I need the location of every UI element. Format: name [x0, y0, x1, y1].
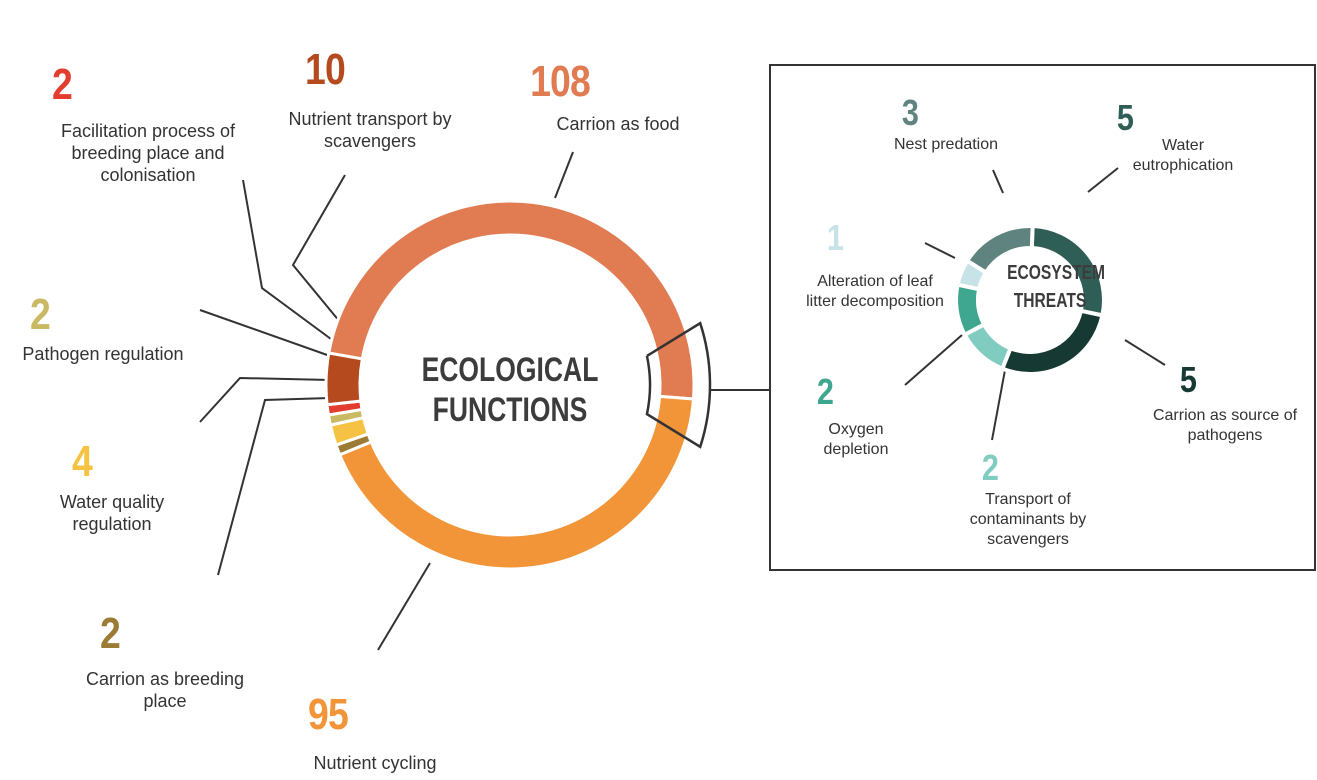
- leader: [293, 175, 345, 322]
- page: ECOLOGICAL FUNCTIONS ECOSYSTEM THREATS (…: [0, 0, 1317, 780]
- leader: [200, 310, 330, 356]
- category-label: Facilitation process of breeding place a…: [38, 120, 258, 186]
- leader: [1088, 168, 1118, 192]
- value-label: 2: [100, 612, 120, 656]
- leader: [243, 180, 335, 342]
- category-label: Carrion as source of pathogens: [1150, 406, 1300, 446]
- value-label: 2: [982, 450, 998, 486]
- value-label: 95: [308, 693, 348, 737]
- category-label: Pathogen regulation: [0, 343, 213, 365]
- leader: [218, 398, 330, 575]
- donut-segment: [1002, 311, 1102, 374]
- chart-title: ECOSYSTEM THREATS: [1007, 259, 1093, 315]
- category-label: Nutrient cycling: [275, 752, 475, 774]
- leader: [555, 152, 573, 198]
- donut-segment: [326, 353, 362, 405]
- category-label: Oxygen depletion: [806, 420, 906, 460]
- leader: [993, 170, 1003, 193]
- leader: [905, 335, 962, 385]
- value-label: 10: [305, 48, 345, 92]
- donut-segment: [956, 285, 984, 335]
- value-label: 2: [30, 293, 50, 337]
- value-label: 4: [72, 440, 92, 484]
- leader: [1125, 340, 1165, 365]
- value-label: 1: [827, 220, 843, 256]
- category-label: Water eutrophication: [1118, 136, 1248, 176]
- category-label: Nutrient transport by scavengers: [280, 108, 460, 152]
- value-label: 2: [52, 63, 72, 107]
- leader: [378, 563, 430, 650]
- category-label: Water quality regulation: [32, 491, 192, 535]
- value-label: 2: [817, 374, 833, 410]
- category-label: Nest predation: [876, 135, 1016, 155]
- value-label: 5: [1117, 100, 1133, 136]
- value-label: 108: [530, 60, 590, 104]
- value-label: 5: [1180, 362, 1196, 398]
- category-label: Transport of contaminants by scavengers: [963, 490, 1093, 550]
- category-label: Alteration of leaf litter decomposition: [805, 272, 945, 312]
- leader: [925, 243, 955, 258]
- leader: [992, 370, 1005, 440]
- category-label: Carrion as food: [518, 113, 718, 135]
- category-label: Carrion as breeding place: [85, 668, 245, 712]
- chart-title: ECOLOGICAL FUNCTIONS: [416, 350, 603, 430]
- value-label: 3: [902, 95, 918, 131]
